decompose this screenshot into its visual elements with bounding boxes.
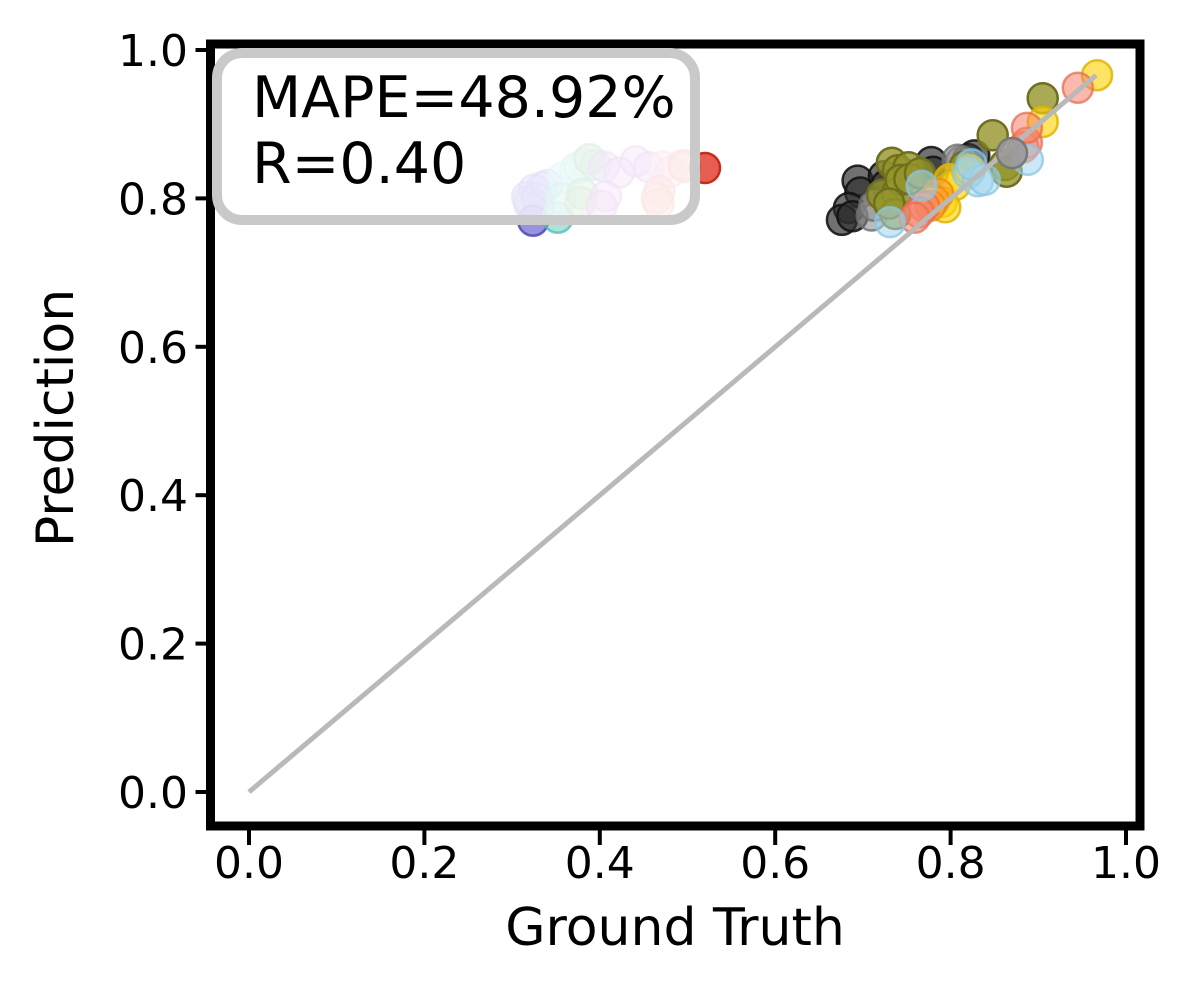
y-tick-label: 1.0	[118, 26, 188, 77]
x-tick-label: 0.0	[214, 838, 284, 889]
scatter-point-salmon	[1010, 111, 1044, 145]
y-tick-label: 0.8	[118, 174, 188, 225]
y-tick-label: 0.6	[118, 323, 188, 374]
x-tick-label: 0.8	[916, 838, 986, 889]
x-tick-label: 1.0	[1091, 838, 1161, 889]
scatter-point-gray-on-line	[995, 136, 1029, 170]
scatter-point-light-blue	[873, 205, 907, 239]
y-tick-label: 0.2	[118, 620, 188, 671]
y-tick-label: 0.4	[118, 471, 188, 522]
y-tick-label: 0.0	[118, 768, 188, 819]
y-axis-label: Prediction	[26, 288, 86, 548]
r-value: R=0.40	[252, 131, 467, 197]
x-tick-label: 0.6	[740, 838, 810, 889]
plot-spines	[206, 39, 1145, 831]
x-axis-label: Ground Truth	[505, 898, 845, 958]
mape-value: MAPE=48.92%	[252, 65, 676, 131]
x-tick-label: 0.2	[389, 838, 459, 889]
stats-annotation-box: MAPE=48.92% R=0.40	[212, 48, 700, 225]
identity-line	[247, 73, 1098, 794]
x-tick-label: 0.4	[565, 838, 635, 889]
scatter-point-light-blue	[905, 169, 938, 203]
